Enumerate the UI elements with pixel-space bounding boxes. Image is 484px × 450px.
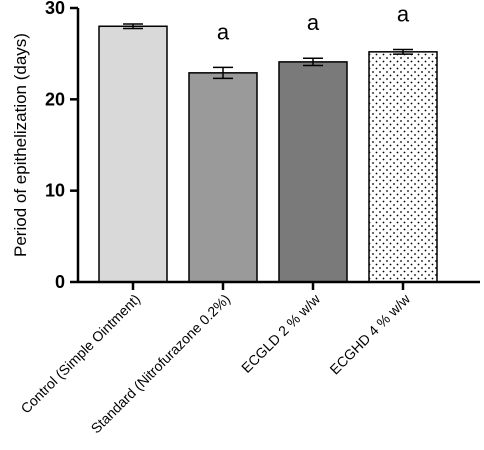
- bar: [278, 61, 348, 283]
- bar: [98, 25, 168, 283]
- x-tick-label: ECGHD 4 % w/w: [326, 290, 413, 377]
- bars-layer: [98, 25, 438, 283]
- y-tick-label: 30: [45, 0, 65, 18]
- error-bars-layer: [123, 23, 413, 80]
- x-tick-label: ECGLD 2 % w/w: [238, 290, 324, 376]
- bar: [368, 51, 438, 283]
- significance-annotation: a: [307, 10, 320, 35]
- y-tick-label: 20: [45, 89, 65, 109]
- significance-annotation: a: [217, 19, 230, 44]
- y-tick-label: 0: [55, 272, 65, 292]
- axes-layer: [76, 8, 480, 284]
- bar: [188, 72, 258, 283]
- x-ticks-layer: Control (Simple Ointment)Standard (Nitro…: [17, 282, 414, 436]
- y-axis-label: Period of epithelization (days): [11, 33, 30, 257]
- significance-annotation: a: [397, 2, 410, 27]
- y-tick-label: 10: [45, 181, 65, 201]
- y-ticks-layer: 0 10 20 30: [45, 0, 78, 292]
